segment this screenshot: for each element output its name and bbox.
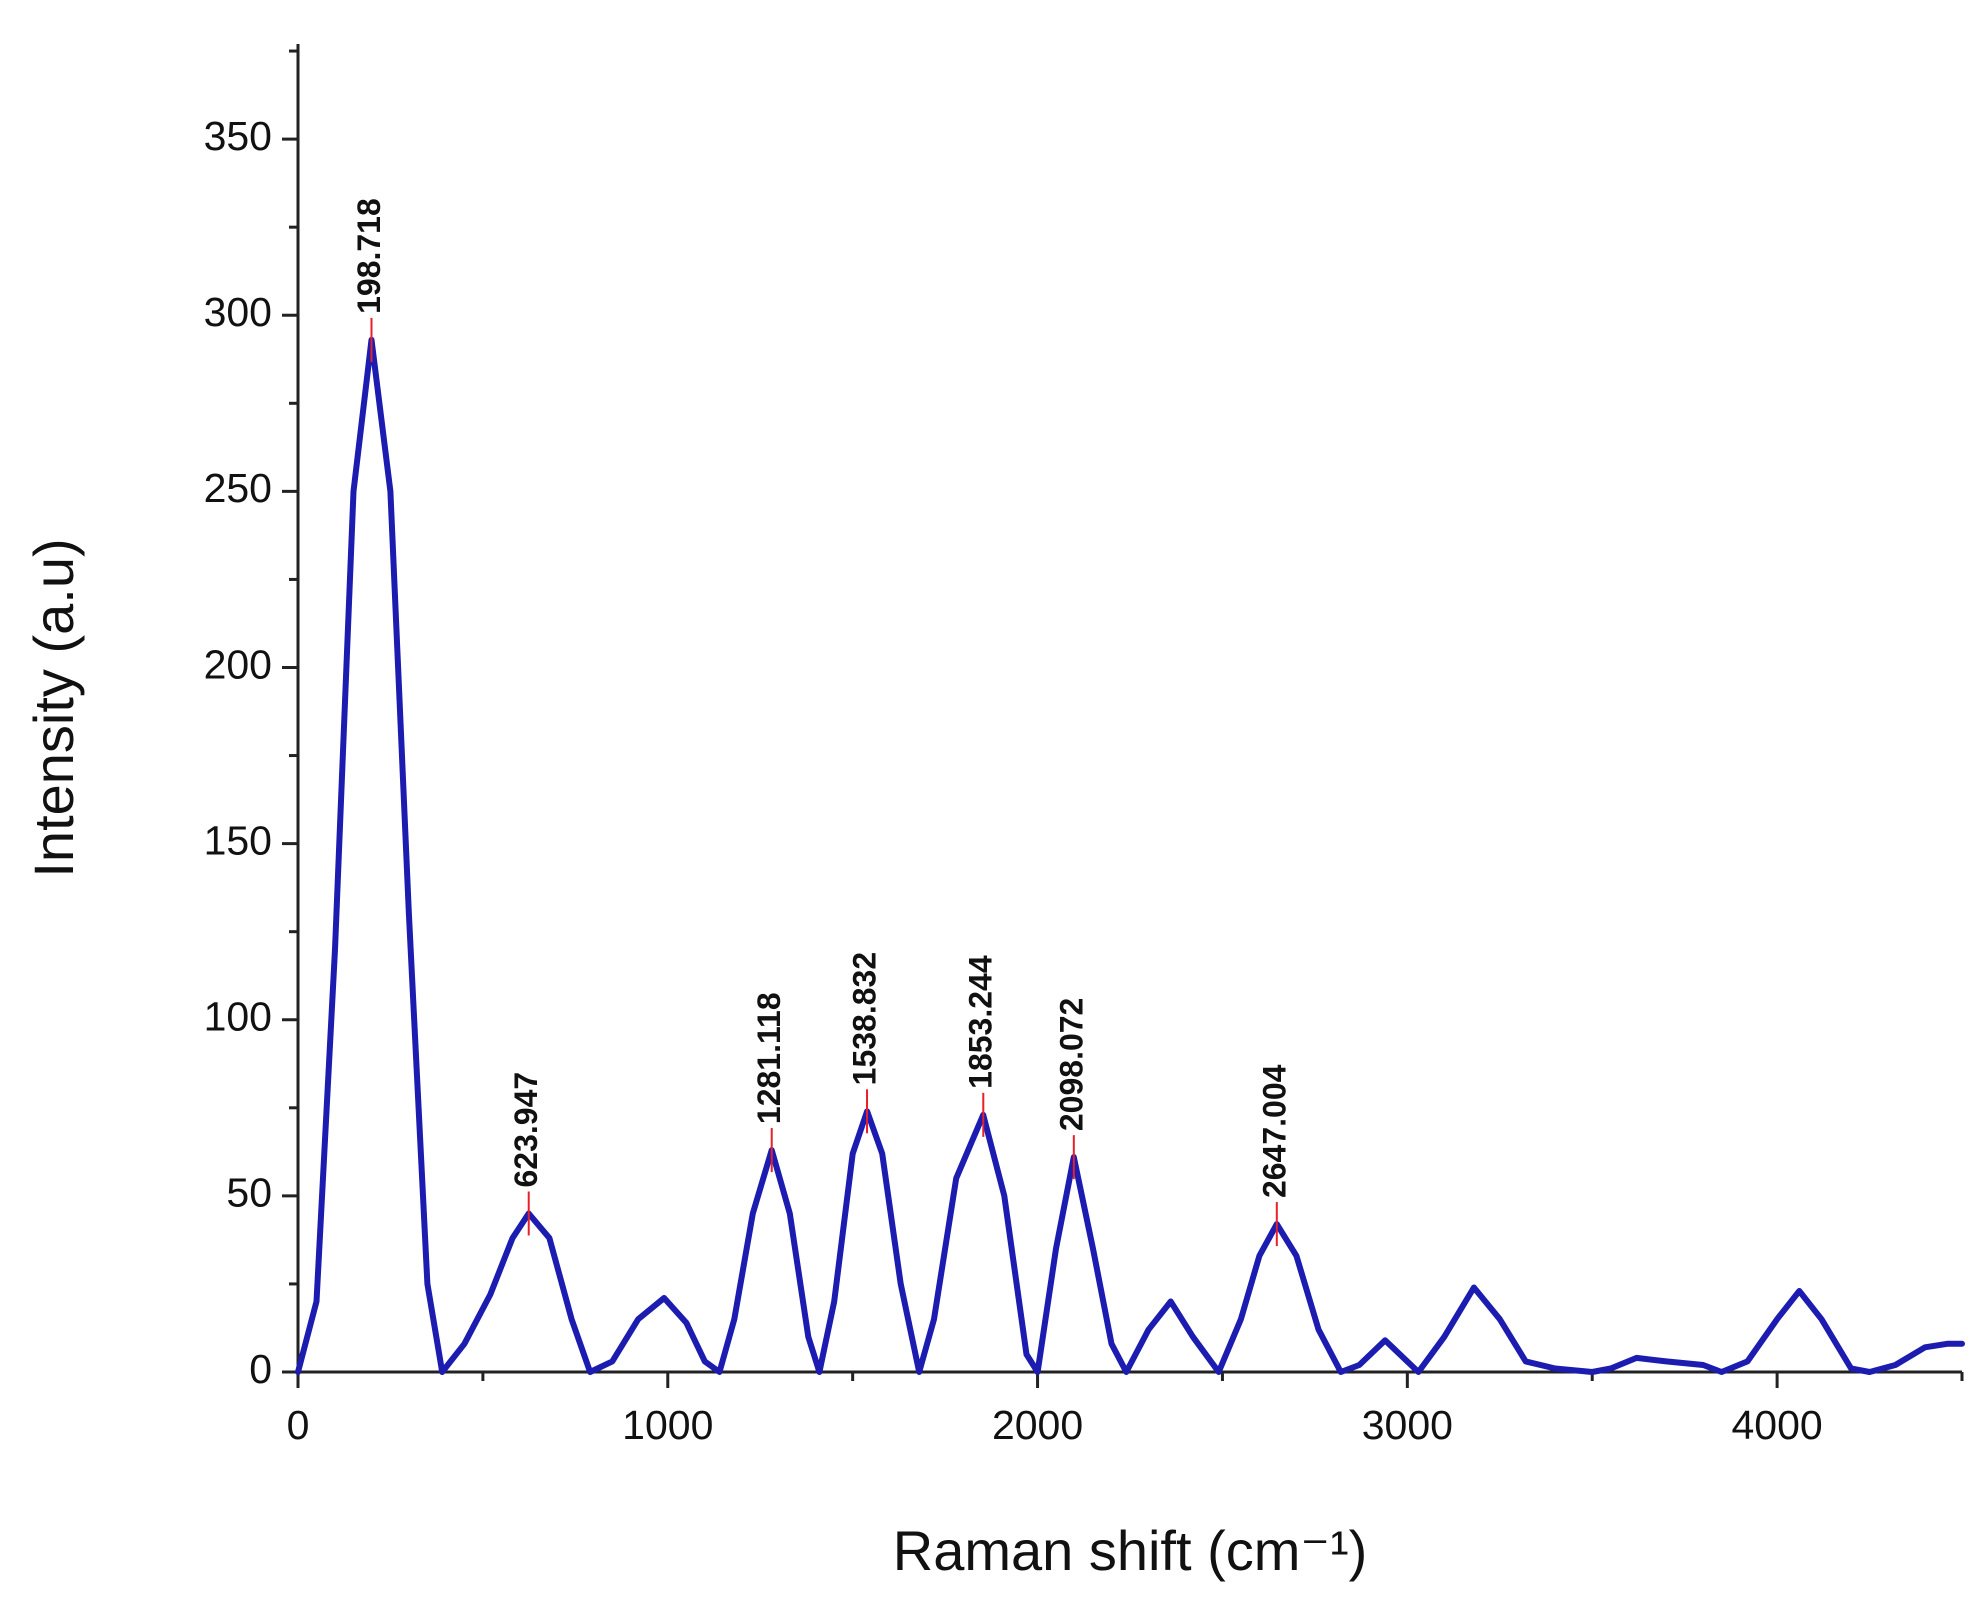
y-tick-label: 150: [204, 817, 272, 863]
y-axis-title: Intensity (a.u): [22, 538, 85, 877]
x-tick-label: 3000: [1362, 1402, 1453, 1448]
x-tick-label: 1000: [622, 1402, 713, 1448]
peak-label: 1538.832: [846, 952, 882, 1085]
y-tick-label: 300: [204, 289, 272, 335]
x-axis-title: Raman shift (cm⁻¹): [893, 1519, 1368, 1582]
x-tick-label: 2000: [992, 1402, 1083, 1448]
y-tick-label: 250: [204, 465, 272, 511]
y-tick-label: 50: [226, 1170, 272, 1216]
peak-label: 623.947: [508, 1072, 544, 1188]
spectrum-line: [295, 336, 1965, 1375]
peak-label: 2647.004: [1256, 1064, 1292, 1198]
y-tick-label: 350: [204, 113, 272, 159]
x-tick-label: 4000: [1732, 1402, 1823, 1448]
peak-label: 198.718: [351, 198, 387, 314]
y-tick-label: 0: [249, 1346, 272, 1392]
peak-label: 1281.118: [751, 992, 787, 1124]
y-tick-label: 100: [204, 994, 272, 1040]
peak-label: 1853.244: [963, 955, 999, 1089]
x-tick-label: 0: [287, 1402, 310, 1448]
peak-label: 2098.072: [1053, 998, 1089, 1131]
y-tick-label: 200: [204, 641, 272, 687]
